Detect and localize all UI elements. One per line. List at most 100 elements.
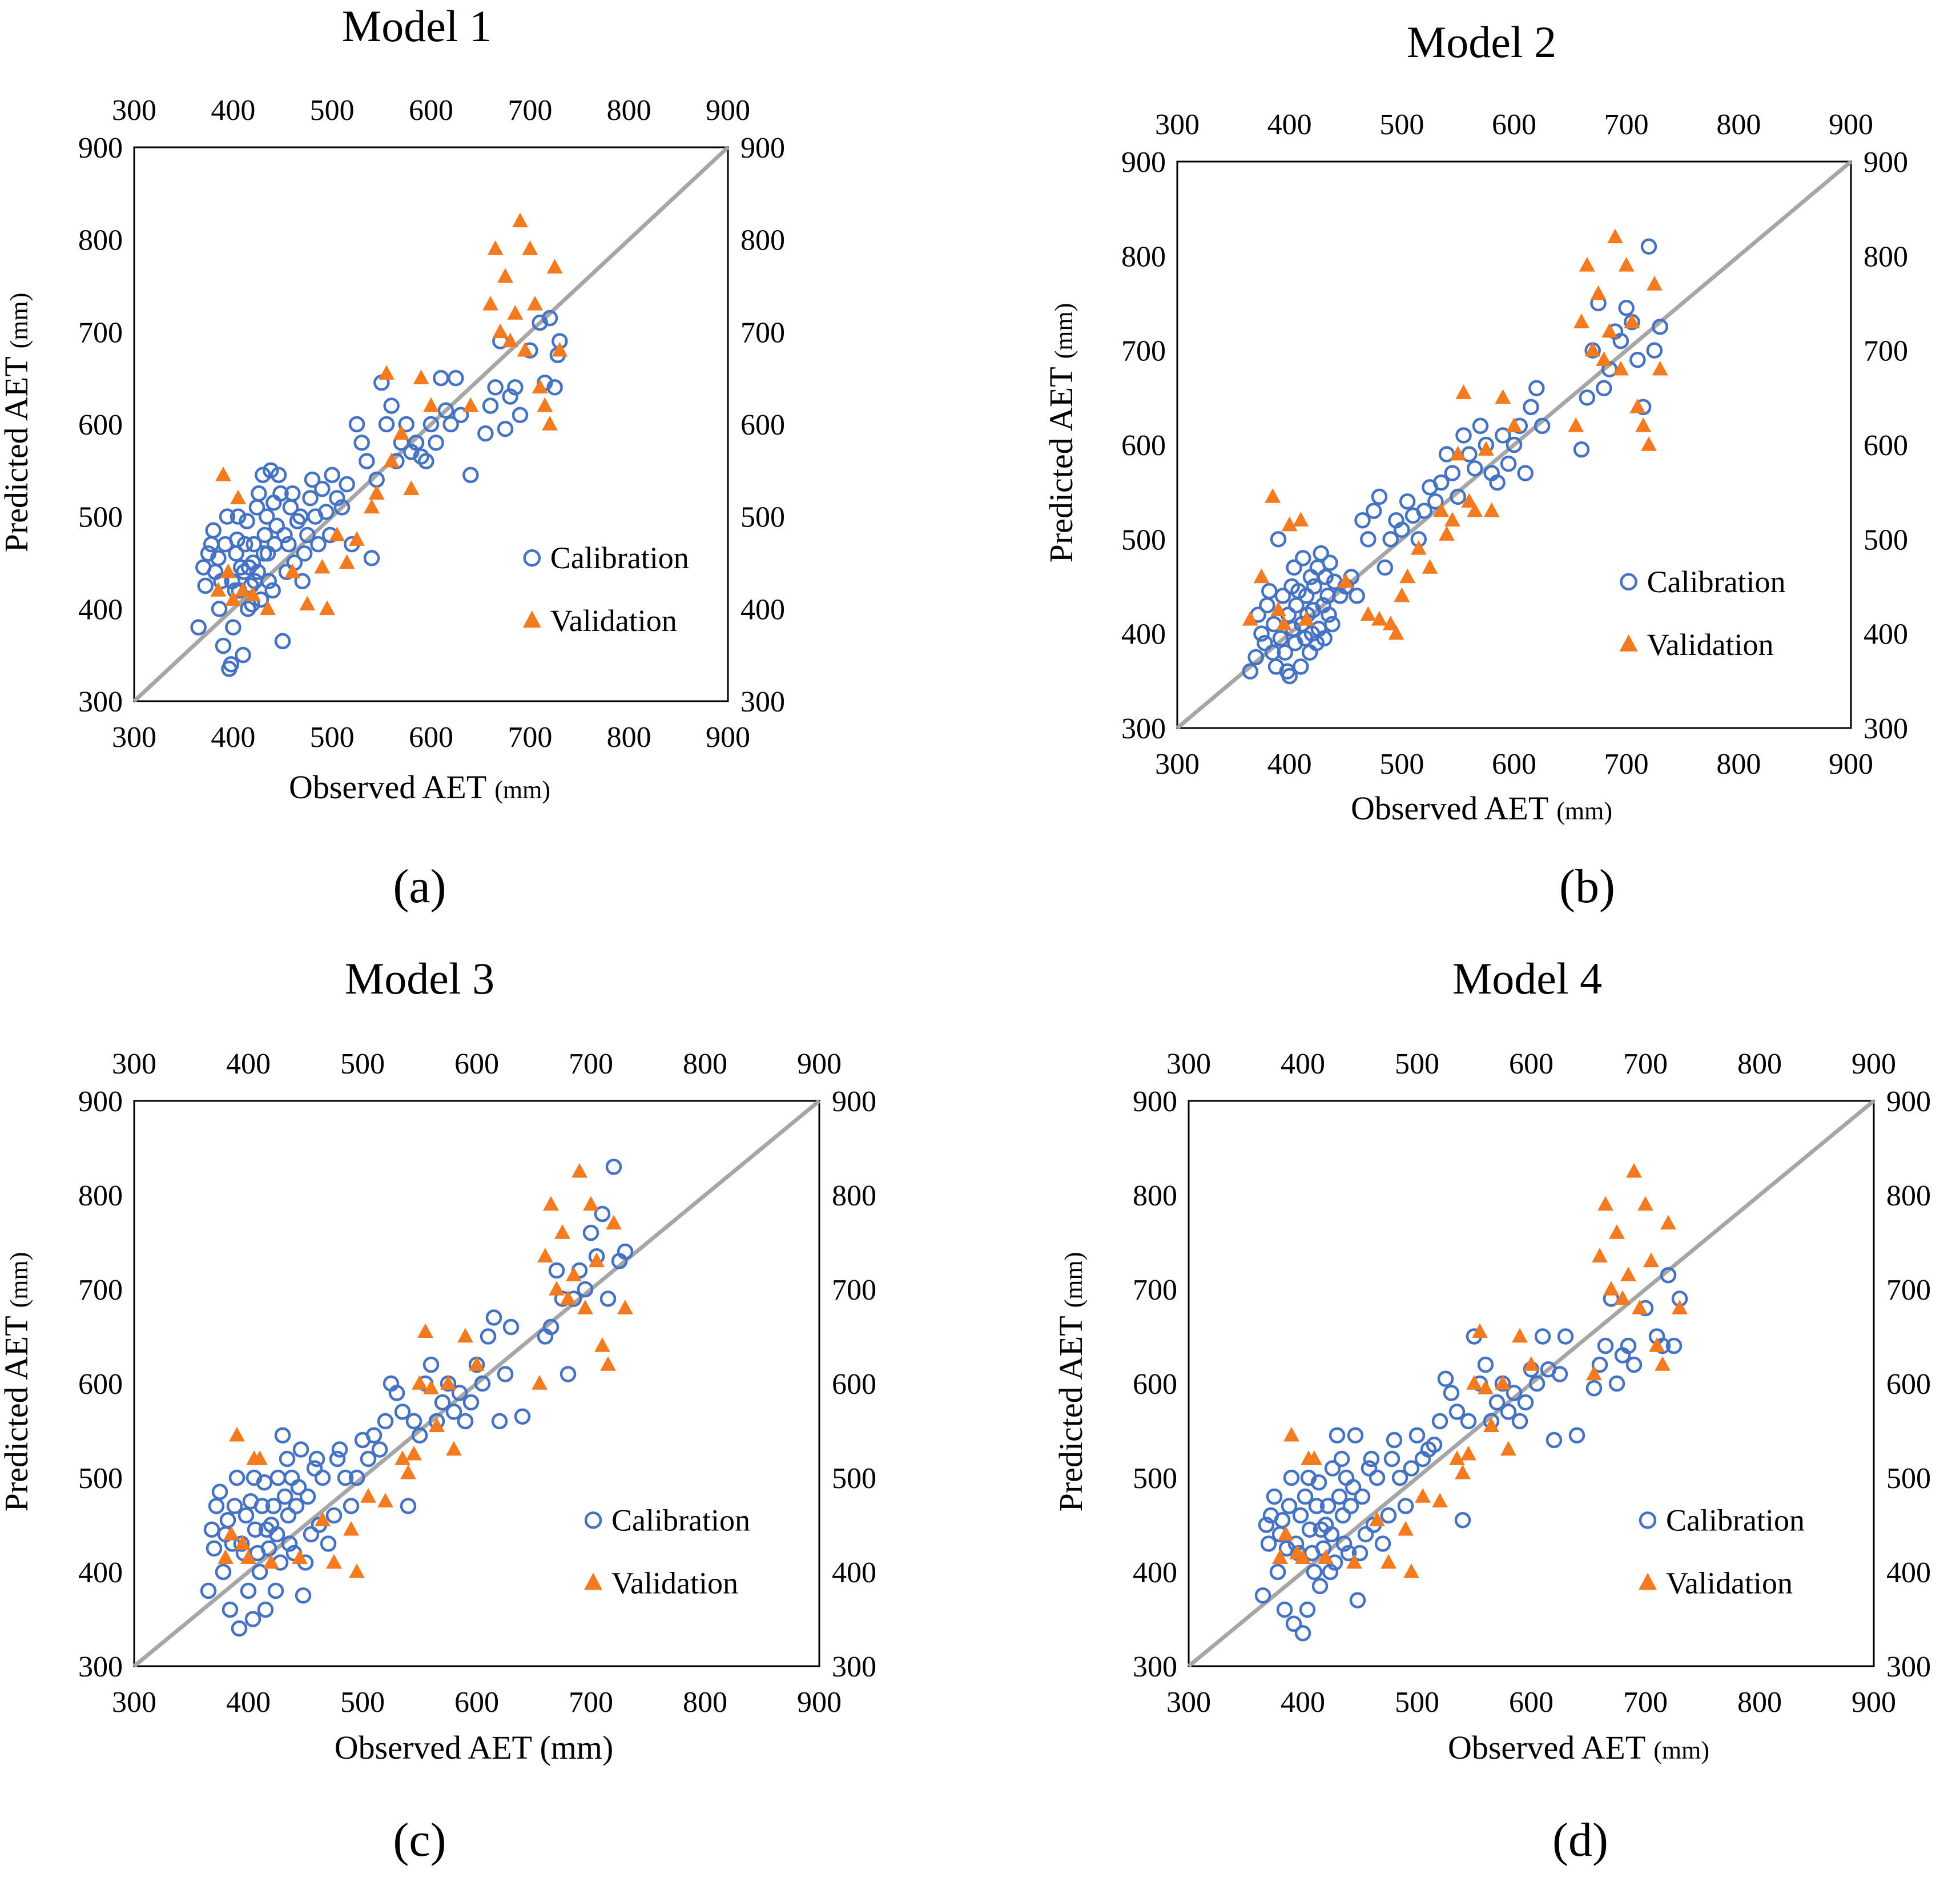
validation-point: [403, 480, 420, 495]
validation-point: [606, 1215, 622, 1230]
calibration-point: [208, 1498, 225, 1514]
calibration-point: [1322, 1563, 1339, 1581]
calibration-point: [215, 637, 232, 654]
validation-point: [1495, 1375, 1511, 1390]
validation-point: [225, 591, 242, 606]
calibration-point: [240, 559, 257, 576]
calibration-point: [480, 1328, 497, 1345]
validation-point: [583, 1196, 599, 1211]
calibration-point: [306, 1460, 323, 1477]
calibration-point: [325, 1507, 343, 1524]
calibration-point: [1665, 1337, 1683, 1354]
calibration-point: [541, 309, 558, 327]
calibration-point: [1295, 550, 1311, 566]
calibration-point: [284, 485, 301, 502]
x-tick-label-bottom: 500: [310, 721, 355, 754]
validation-point: [1478, 1380, 1494, 1395]
x-tick-label-top: 600: [454, 1048, 499, 1080]
calibration-point: [1534, 1328, 1551, 1345]
x-tick-label-bottom: 900: [797, 1686, 842, 1719]
calibration-point: [268, 1526, 285, 1543]
y-tick-label-left: 300: [1133, 1651, 1177, 1683]
calibration-point: [1283, 1469, 1300, 1486]
calibration-point: [310, 536, 327, 553]
validation-point: [1450, 445, 1466, 461]
x-tick-label-bottom: 600: [409, 721, 453, 754]
x-axis-label: Observed AET (mm): [289, 769, 550, 806]
y-tick-label-left: 400: [1121, 618, 1166, 651]
calibration-point: [1573, 441, 1590, 458]
calibration-point: [1316, 630, 1333, 647]
calibration-point: [546, 379, 563, 396]
calibration-point: [411, 1427, 428, 1443]
calibration-point: [299, 1488, 316, 1505]
x-tick-label-top: 900: [1852, 1048, 1896, 1080]
validation-point: [395, 1450, 410, 1465]
calibration-point: [1281, 667, 1298, 685]
y-tick-label-left: 300: [1121, 713, 1166, 745]
y-tick-label-left: 300: [78, 1651, 123, 1683]
calibration-point: [1272, 630, 1289, 647]
calibration-point: [1618, 300, 1635, 316]
calibration-point: [211, 601, 228, 617]
validation-point: [440, 1375, 456, 1390]
validation-point: [462, 397, 479, 412]
validation-point: [1506, 417, 1522, 432]
calibration-point: [256, 526, 273, 544]
x-tick-label-bottom: 500: [1379, 748, 1424, 781]
calibration-point: [1333, 1450, 1350, 1467]
validation-point: [235, 582, 251, 597]
calibration-point: [274, 1427, 291, 1443]
calibration-point: [1349, 588, 1365, 604]
validation-point: [1432, 1493, 1448, 1508]
calibration-point: [294, 573, 311, 590]
legend-validation-label: Validation: [550, 604, 677, 638]
x-tick-label-top: 700: [508, 94, 552, 127]
calibration-point: [203, 536, 220, 553]
y-tick-label-right: 700: [740, 316, 785, 349]
y-tick-label-left: 800: [78, 1180, 123, 1212]
calibration-point: [1260, 1535, 1277, 1552]
calibration-point: [272, 485, 289, 502]
validation-point: [252, 1450, 268, 1465]
validation-point: [1655, 1356, 1671, 1371]
y-tick-label-right: 600: [740, 409, 785, 441]
calibration-point: [1431, 1413, 1448, 1430]
calibration-point: [1523, 399, 1539, 416]
calibration-point: [1455, 427, 1472, 444]
calibration-point: [1427, 493, 1444, 510]
calibration-point: [474, 1375, 491, 1392]
calibration-point: [1383, 1450, 1400, 1467]
validation-point: [1584, 341, 1601, 357]
validation-point: [1403, 1563, 1419, 1578]
calibration-point: [1511, 1413, 1528, 1430]
validation-point: [554, 1224, 570, 1239]
calibration-point: [400, 1498, 417, 1514]
calibration-point: [1308, 1498, 1325, 1514]
calibration-point: [512, 407, 529, 424]
y-tick-label-right: 300: [740, 686, 785, 718]
calibration-point: [582, 1224, 599, 1241]
validation-point: [1272, 1549, 1288, 1565]
calibration-point: [422, 416, 440, 433]
x-axis-label: Observed AET (mm): [1448, 1729, 1709, 1766]
calibration-point: [262, 462, 279, 479]
validation-point: [532, 379, 548, 394]
panel-caption: (c): [393, 1813, 446, 1867]
x-tick-label-bottom: 500: [1395, 1686, 1439, 1719]
validation-point: [1410, 540, 1427, 555]
calibration-point: [225, 619, 242, 636]
calibration-point: [1377, 559, 1394, 576]
calibration-point: [1596, 380, 1612, 397]
calibration-point: [270, 467, 287, 484]
validation-point: [284, 563, 301, 578]
y-tick-label-right: 700: [1864, 335, 1908, 368]
calibration-point: [1500, 1404, 1517, 1420]
y-tick-label-left: 700: [1133, 1274, 1177, 1306]
validation-point: [1637, 1196, 1653, 1211]
validation-point: [1444, 512, 1460, 527]
calibration-point: [1517, 1394, 1534, 1411]
validation-point: [1381, 1554, 1396, 1569]
x-tick-label-top: 300: [112, 94, 156, 127]
